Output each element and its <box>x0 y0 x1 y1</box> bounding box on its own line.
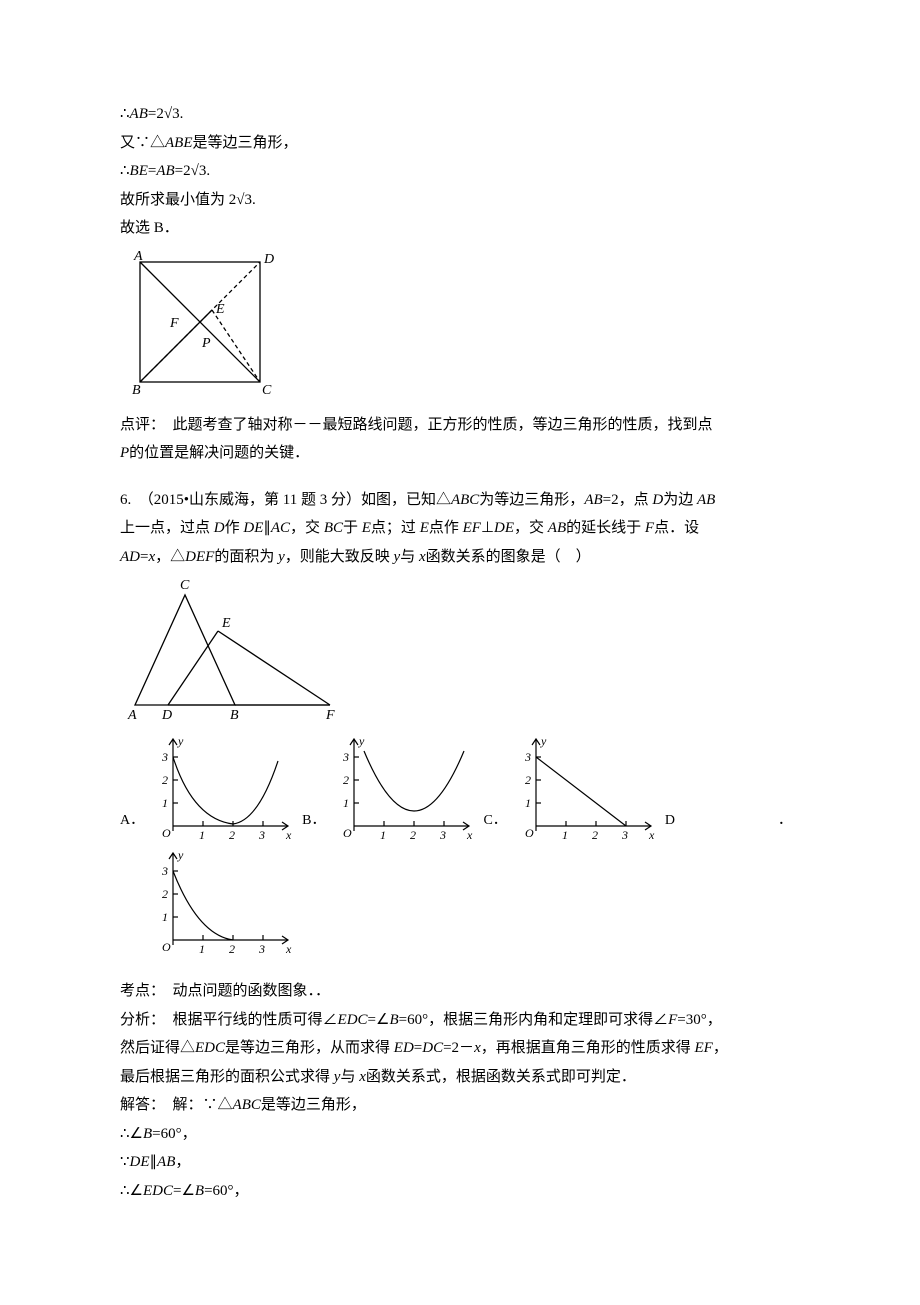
svg-text:O: O <box>162 826 171 840</box>
svg-text:y: y <box>177 734 184 748</box>
option-c-graph: O x y 1 2 3 1 2 3 <box>511 731 661 841</box>
svg-text:A: A <box>127 708 137 723</box>
q6-line-1: 6. （2015•山东威海，第 11 题 3 分）如图，已知△ABC为等边三角形… <box>120 486 800 515</box>
svg-text:x: x <box>285 828 292 841</box>
svg-text:2: 2 <box>410 828 416 841</box>
option-d-graph: O x y 1 2 3 1 2 3 <box>148 845 298 955</box>
kaodian-line: 考点： 动点问题的函数图象．． <box>120 977 800 1006</box>
eq-line-3: ∴BE=AB=2√3. <box>120 157 800 186</box>
svg-text:O: O <box>162 940 171 954</box>
svg-text:1: 1 <box>162 796 168 810</box>
svg-text:3: 3 <box>161 864 168 878</box>
svg-text:1: 1 <box>162 910 168 924</box>
review-line-2: P的位置是解决问题的关键． <box>120 439 800 468</box>
step-1: ∴∠B=60°， <box>120 1120 800 1149</box>
fenxi-line-3: 最后根据三角形的面积公式求得 y与 x函数关系式，根据函数关系式即可判定． <box>120 1063 800 1092</box>
svg-text:1: 1 <box>525 796 531 810</box>
svg-text:D: D <box>263 252 274 267</box>
option-d-label: D <box>665 808 675 841</box>
svg-text:E: E <box>215 302 225 317</box>
step-2: ∵DE∥AB， <box>120 1148 800 1177</box>
svg-text:E: E <box>221 616 231 631</box>
svg-text:1: 1 <box>199 828 205 841</box>
square-diagram: A D B C E F P <box>120 247 800 407</box>
option-a-graph: O x y 1 2 3 1 2 3 <box>148 731 298 841</box>
svg-text:3: 3 <box>258 828 265 841</box>
svg-text:C: C <box>180 578 190 593</box>
svg-text:2: 2 <box>343 773 349 787</box>
svg-text:2: 2 <box>229 828 235 841</box>
step-3: ∴∠EDC=∠B=60°， <box>120 1177 800 1206</box>
svg-text:x: x <box>285 942 292 955</box>
q6-line-3: AD=x，△DEF的面积为 y，则能大致反映 y与 x函数关系的图象是（ ） <box>120 543 800 572</box>
svg-text:2: 2 <box>162 887 168 901</box>
svg-text:2: 2 <box>229 942 235 955</box>
svg-text:F: F <box>325 708 335 723</box>
svg-text:y: y <box>177 848 184 862</box>
option-d-graph-wrap: O x y 1 2 3 1 2 3 <box>148 845 800 955</box>
triangle-diagram: C E A D B F <box>120 575 800 725</box>
svg-text:3: 3 <box>439 828 446 841</box>
svg-text:3: 3 <box>342 750 349 764</box>
eq-line-2: 又∵△ABE是等边三角形， <box>120 129 800 158</box>
svg-text:O: O <box>525 826 534 840</box>
svg-text:D: D <box>161 708 172 723</box>
eq-line-5: 故选 B． <box>120 214 800 243</box>
svg-text:2: 2 <box>525 773 531 787</box>
svg-text:3: 3 <box>161 750 168 764</box>
svg-text:P: P <box>201 336 211 351</box>
eq-line-4: 故所求最小值为 2√3. <box>120 186 800 215</box>
svg-text:2: 2 <box>162 773 168 787</box>
svg-text:x: x <box>648 828 655 841</box>
svg-text:x: x <box>466 828 473 841</box>
review-line-1: 点评： 此题考查了轴对称－－最短路线问题，正方形的性质，等边三角形的性质，找到点 <box>120 411 800 440</box>
option-b-label: B． <box>302 808 325 841</box>
svg-text:3: 3 <box>621 828 628 841</box>
option-b-graph: O x y 1 2 3 1 2 3 <box>329 731 479 841</box>
option-a-label: A． <box>120 808 144 841</box>
svg-text:B: B <box>230 708 239 723</box>
svg-text:1: 1 <box>380 828 386 841</box>
svg-text:1: 1 <box>562 828 568 841</box>
svg-text:y: y <box>540 734 547 748</box>
eq-line-1: ∴AB=2√3. <box>120 100 800 129</box>
svg-text:1: 1 <box>343 796 349 810</box>
trailing-dot: ． <box>778 808 792 841</box>
svg-text:B: B <box>132 383 141 398</box>
q6-line-2: 上一点，过点 D作 DE∥AC，交 BC于 E点；过 E点作 EF⊥DE，交 A… <box>120 514 800 543</box>
svg-text:2: 2 <box>592 828 598 841</box>
fenxi-line-2: 然后证得△EDC是等边三角形，从而求得 ED=DC=2－x，再根据直角三角形的性… <box>120 1034 800 1063</box>
jieda-line: 解答： 解：∵△ABC是等边三角形， <box>120 1091 800 1120</box>
svg-text:F: F <box>169 316 179 331</box>
svg-text:3: 3 <box>258 942 265 955</box>
svg-text:1: 1 <box>199 942 205 955</box>
fenxi-line-1: 分析： 根据平行线的性质可得∠EDC=∠B=60°，根据三角形内角和定理即可求得… <box>120 1006 800 1035</box>
svg-text:A: A <box>133 249 143 264</box>
option-c-label: C． <box>483 808 506 841</box>
svg-text:y: y <box>358 734 365 748</box>
options-row: A． O x y 1 2 3 1 2 3 B． <box>120 731 800 841</box>
svg-text:O: O <box>343 826 352 840</box>
svg-text:C: C <box>262 383 272 398</box>
svg-text:3: 3 <box>524 750 531 764</box>
